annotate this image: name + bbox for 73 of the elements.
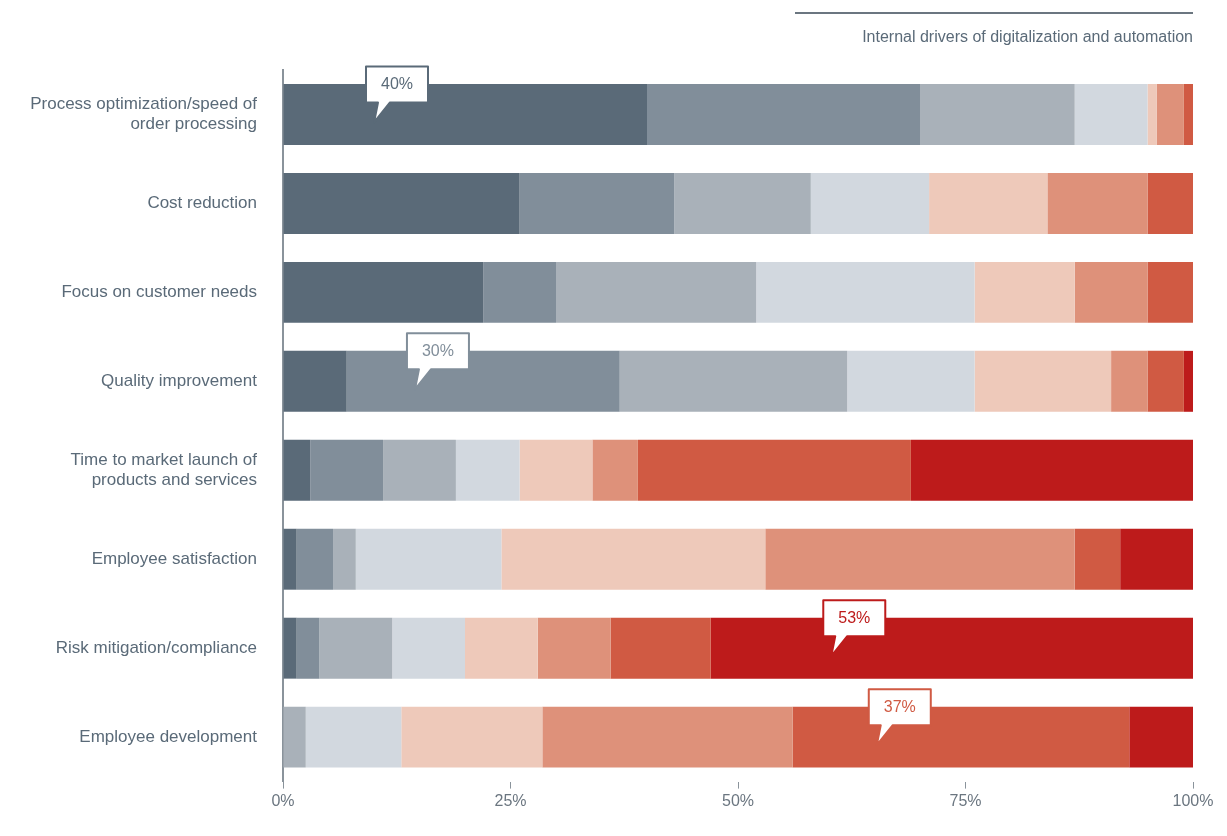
bar — [283, 617, 297, 679]
bar — [455, 439, 520, 501]
chart-title: Internal drivers of digitalization and automation — [862, 28, 1193, 45]
bar — [756, 261, 975, 323]
bar — [674, 172, 811, 234]
y-tick-label: Risk mitigation/compliance — [55, 637, 257, 657]
bar — [847, 350, 975, 412]
bar — [610, 617, 711, 679]
bar — [319, 617, 393, 679]
y-tick-label: Time to market launch of products and services — [70, 449, 258, 490]
annotation: 30% — [421, 341, 454, 359]
bar — [637, 439, 911, 501]
bar — [920, 84, 1075, 145]
bar — [647, 84, 920, 145]
bar — [283, 350, 347, 412]
bar — [501, 528, 766, 590]
bar — [283, 172, 520, 234]
y-tick-label: Focus on customer needs — [61, 282, 257, 302]
bar — [283, 439, 311, 501]
bar — [283, 261, 484, 323]
bar — [974, 350, 1112, 412]
bar — [355, 528, 502, 590]
bar — [556, 261, 757, 323]
bar — [537, 617, 611, 679]
x-tick-label: 100% — [1172, 791, 1214, 809]
x-tick-label: 50% — [721, 791, 755, 809]
bar — [519, 172, 675, 234]
y-tick-label: Cost reduction — [147, 193, 257, 213]
bar — [283, 706, 306, 768]
bar — [401, 706, 543, 768]
bar — [1147, 261, 1193, 323]
y-tick-label: Quality improvement — [101, 371, 258, 391]
bar — [542, 706, 793, 768]
bar — [1074, 261, 1148, 323]
bar — [1183, 350, 1193, 412]
bar — [383, 439, 456, 501]
y-tick-label: Process optimization/speed of order processing — [30, 93, 258, 134]
bar — [305, 706, 402, 768]
bar — [1156, 84, 1184, 145]
bar — [1074, 84, 1148, 145]
bar — [592, 439, 638, 501]
bar — [296, 528, 334, 590]
y-tick-label: Employee satisfaction — [91, 548, 257, 568]
bar — [1147, 84, 1157, 145]
bar — [1183, 84, 1193, 145]
bar — [1074, 528, 1121, 590]
bar — [519, 439, 593, 501]
bar — [1047, 172, 1148, 234]
annotation: 40% — [380, 74, 414, 92]
bar — [1120, 528, 1193, 590]
bar — [283, 528, 297, 590]
bar — [1147, 350, 1184, 412]
bar — [310, 439, 384, 501]
annotation: 37% — [883, 697, 916, 715]
bar — [1147, 172, 1193, 234]
y-tick-label: Employee development — [79, 726, 258, 746]
bar — [810, 172, 930, 234]
bar — [929, 172, 1048, 234]
bar — [910, 439, 1193, 501]
bar — [974, 261, 1075, 323]
bar — [619, 350, 848, 412]
bar — [765, 528, 1075, 590]
bar — [392, 617, 465, 679]
bar — [296, 617, 320, 679]
x-tick-label: 0% — [271, 791, 295, 809]
bar — [465, 617, 538, 679]
bar — [333, 528, 356, 590]
x-tick-label: 25% — [494, 791, 527, 809]
bar — [483, 261, 556, 323]
x-tick-label: 75% — [949, 791, 982, 809]
bar — [1129, 706, 1193, 768]
annotation: 53% — [838, 608, 871, 626]
bar — [1111, 350, 1148, 412]
